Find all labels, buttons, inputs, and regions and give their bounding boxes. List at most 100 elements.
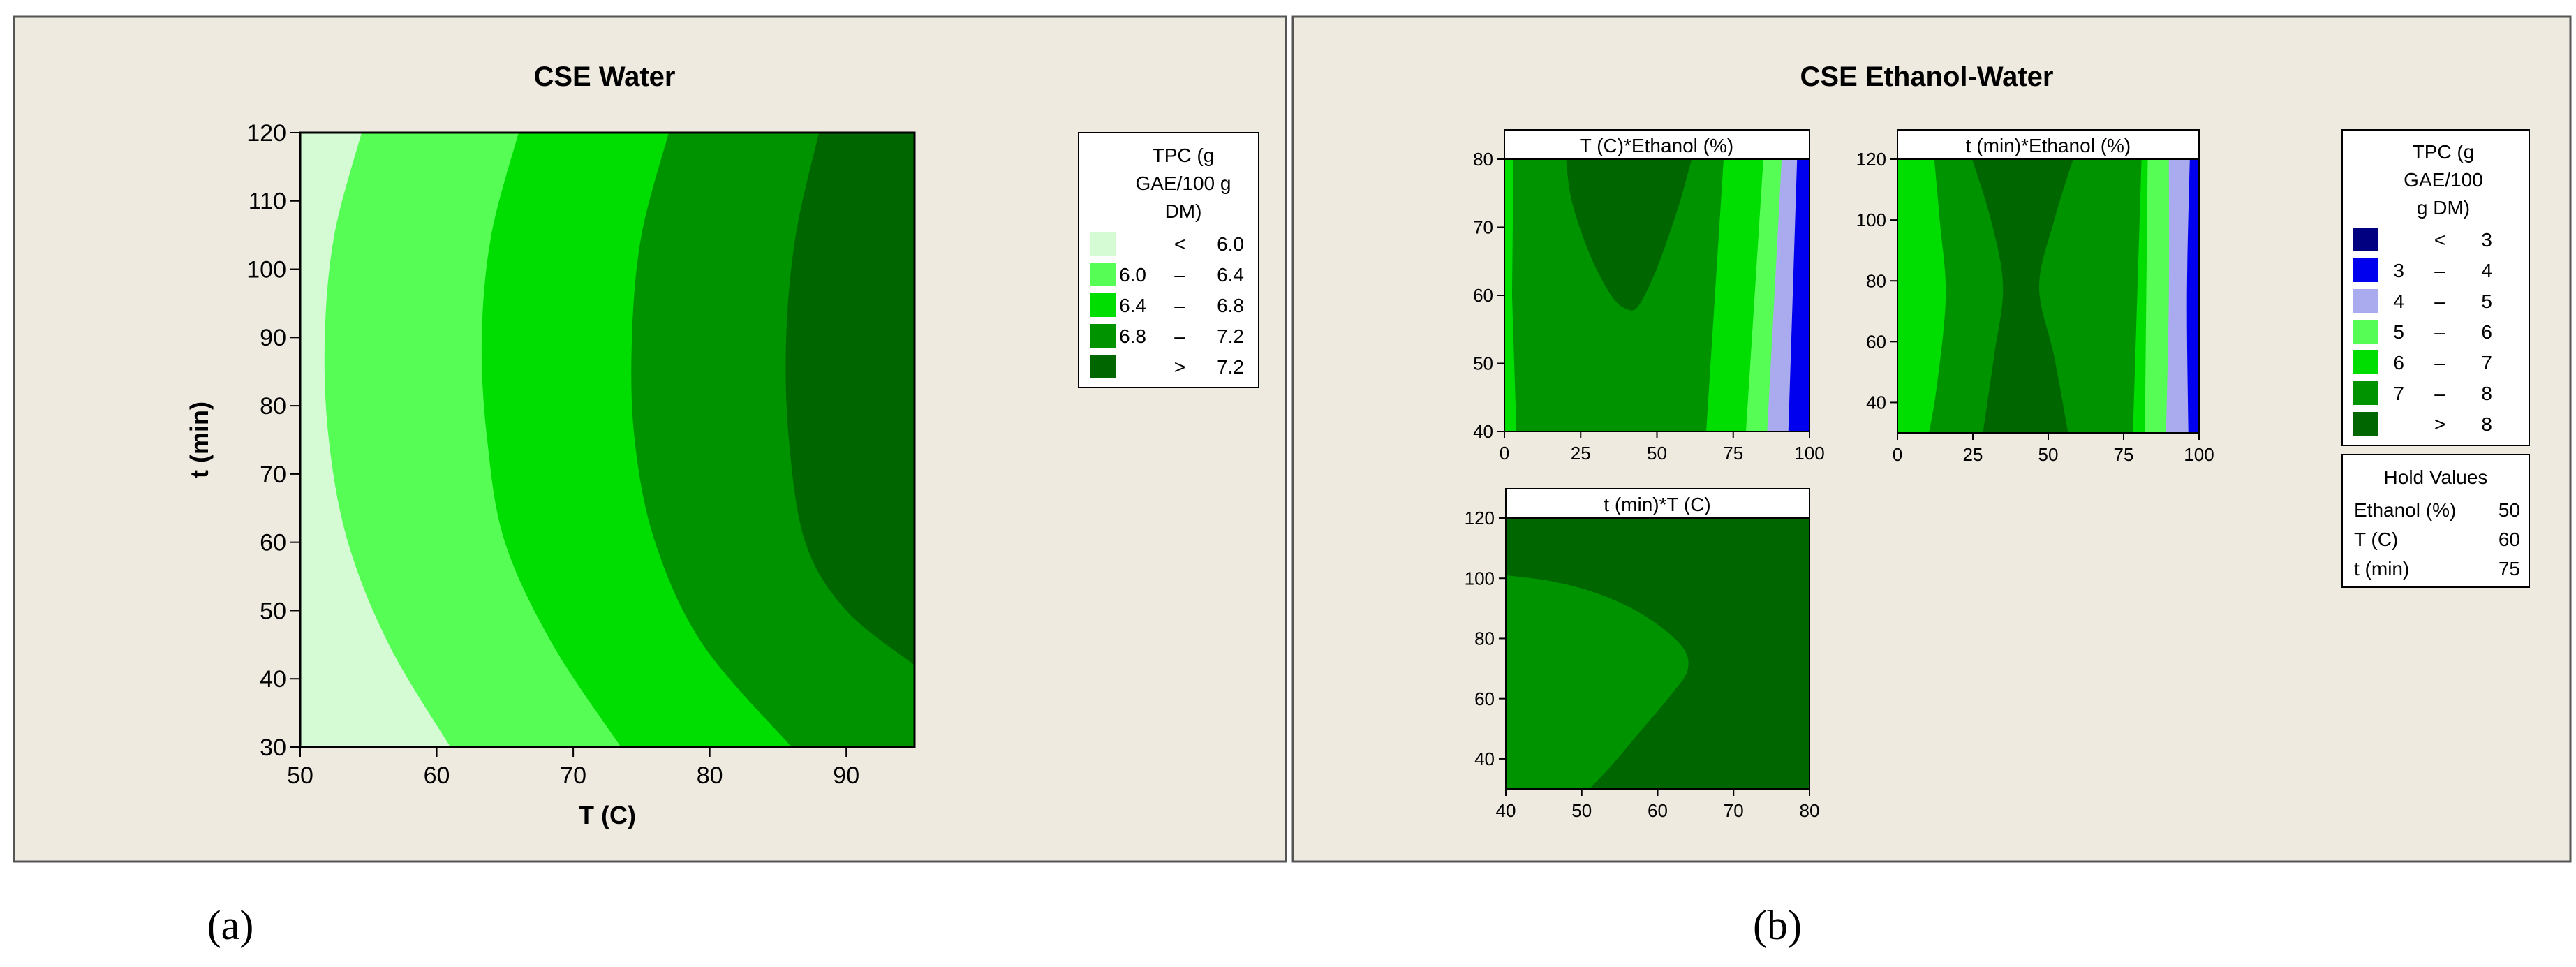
legend-b-hi: 6: [2481, 321, 2492, 343]
panel-b-plot-3: t (min)*T (C) 40 50 60 70 80 40 60 80 100 120: [1465, 488, 1819, 821]
panel-b-plot-1: T (C)*Ethanol (%) 0 25 50 75 100 40 50 60 70 80: [1473, 129, 1825, 464]
legend-a-swatch: [1090, 324, 1116, 348]
legend-a-lo: 6.0: [1119, 264, 1146, 286]
b1-region-6-7-right: [1733, 159, 1763, 431]
legend-b-op: <: [2434, 229, 2445, 251]
legend-a-op: <: [1174, 233, 1185, 255]
subplot-3-header: [1505, 488, 1810, 519]
y-tick-label: 60: [1474, 688, 1495, 709]
legend-b-lo: 3: [2393, 260, 2404, 281]
legend-a-hi: 6.4: [1217, 264, 1244, 286]
legend-b-title-3: g DM): [2417, 197, 2470, 219]
panel-b-legend: TPC (g GAE/100 g DM) <3 3 – 4 4 – 5 5 – 6 6 – 7 7 – 8 > 8: [2341, 129, 2530, 446]
legend-a-lo: 6.8: [1119, 325, 1146, 347]
legend-a-title-3: DM): [1165, 200, 1202, 222]
hold-values: Hold Values Ethanol (%) 50 T (C) 60 t (min) 7…: [2341, 454, 2530, 588]
legend-a-hi: 6.8: [1217, 295, 1244, 316]
y-tick-label: 30: [260, 735, 286, 761]
legend-b-dash: –: [2434, 260, 2445, 281]
subplot-3-title: t (min)*T (C): [1604, 494, 1710, 515]
subplot-2-title: t (min)*Ethanol (%): [1966, 135, 2131, 156]
y-tick-label: 80: [1473, 149, 1493, 170]
legend-a-lo: 6.4: [1119, 295, 1146, 316]
subplot-2-header: [1897, 129, 2200, 160]
legend-b-lo: 6: [2393, 352, 2404, 374]
b3-region-7-8: [1506, 575, 1689, 789]
panel-b-plot-2: t (min)*Ethanol (%) 0 25 50 75 100 40 60 80 100…: [1856, 129, 2214, 465]
legend-a-dash: –: [1174, 295, 1185, 316]
panel-a-xlabel: T (C): [579, 801, 636, 829]
x-tick-label: 100: [2184, 444, 2214, 465]
legend-b-hi: 8: [2481, 413, 2492, 435]
y-tick-label: 120: [246, 120, 286, 147]
y-tick-label: 70: [1473, 217, 1493, 238]
x-tick-label: 70: [560, 762, 586, 789]
y-tick-label: 120: [1465, 508, 1495, 529]
y-tick-label: 100: [1465, 568, 1495, 589]
hold-value-name: T (C): [2354, 529, 2398, 550]
legend-a-dash: –: [1174, 264, 1185, 286]
panel-b-title: CSE Ethanol-Water: [1800, 61, 2054, 92]
legend-b-swatch: [2353, 381, 2378, 405]
b2-region-gt-8: [1971, 159, 2073, 433]
x-tick-label: 70: [1724, 800, 1744, 821]
panel-a-plot: 50 60 70 80 90 30 40 50 60 70 80 90 100 110 120 T (C)…: [185, 120, 916, 829]
legend-a-hi: 7.2: [1217, 356, 1244, 378]
caption-a: (a): [207, 902, 254, 948]
hold-values-box: [2341, 454, 2530, 588]
legend-b-hi: 8: [2481, 383, 2492, 404]
legend-b-hi: 4: [2481, 260, 2492, 281]
legend-a-swatch: [1090, 355, 1116, 378]
y-tick-label: 40: [1866, 392, 1886, 413]
x-tick-label: 80: [697, 762, 723, 789]
x-tick-label: 0: [1500, 443, 1509, 464]
panel-a-title: CSE Water: [533, 61, 675, 92]
hold-value-number: 75: [2499, 558, 2520, 580]
y-tick-label: 120: [1856, 149, 1886, 170]
y-tick-label: 50: [1473, 353, 1493, 374]
b2-region-3-4: [2186, 159, 2199, 433]
caption-b: (b): [1753, 902, 1802, 948]
panel-a-plot-border: [299, 131, 916, 748]
y-tick-label: 60: [1866, 331, 1886, 352]
x-tick-label: 0: [1893, 444, 1902, 465]
x-tick-label: 75: [2114, 444, 2134, 465]
legend-b-op: >: [2434, 413, 2445, 435]
y-tick-label: 40: [260, 666, 286, 693]
legend-a-swatch: [1090, 293, 1116, 317]
y-tick-label: 60: [260, 530, 286, 556]
legend-a-hi: 6.0: [1217, 233, 1244, 255]
y-tick-label: 40: [1473, 421, 1493, 442]
y-tick-label: 50: [260, 598, 286, 624]
legend-b-swatch: [2353, 320, 2378, 344]
legend-a-title-2: GAE/100 g: [1136, 172, 1231, 194]
b1-region-3-4: [1788, 159, 1809, 431]
b2-region-6-7-right: [2133, 159, 2148, 433]
legend-b-swatch: [2353, 350, 2378, 374]
y-tick-label: 90: [260, 325, 286, 351]
x-tick-label: 50: [2038, 444, 2059, 465]
legend-b-swatch: [2353, 289, 2378, 313]
legend-a-swatch: [1090, 263, 1116, 286]
y-tick-label: 70: [260, 462, 286, 488]
y-tick-label: 40: [1474, 748, 1495, 769]
legend-b-title-1: TPC (g: [2413, 141, 2475, 163]
legend-b-swatch: [2353, 258, 2378, 282]
legend-b-dash: –: [2434, 321, 2445, 343]
legend-a-box: [1078, 132, 1259, 388]
legend-a-hi: 7.2: [1217, 325, 1244, 347]
y-tick-label: 100: [1856, 209, 1886, 230]
legend-b-hi: 7: [2481, 352, 2492, 374]
x-tick-label: 25: [1963, 444, 1983, 465]
legend-a-dash: –: [1174, 325, 1185, 347]
legend-b-dash: –: [2434, 383, 2445, 404]
legend-b-dash: –: [2434, 290, 2445, 312]
x-tick-label: 100: [1794, 443, 1824, 464]
legend-a-title-1: TPC (g: [1153, 145, 1215, 166]
legend-a-swatch: [1090, 232, 1116, 256]
legend-a-op: >: [1174, 356, 1185, 378]
contour-region-level-7.2: [785, 133, 915, 665]
x-tick-label: 50: [287, 762, 313, 789]
legend-b-swatch: [2353, 228, 2378, 251]
